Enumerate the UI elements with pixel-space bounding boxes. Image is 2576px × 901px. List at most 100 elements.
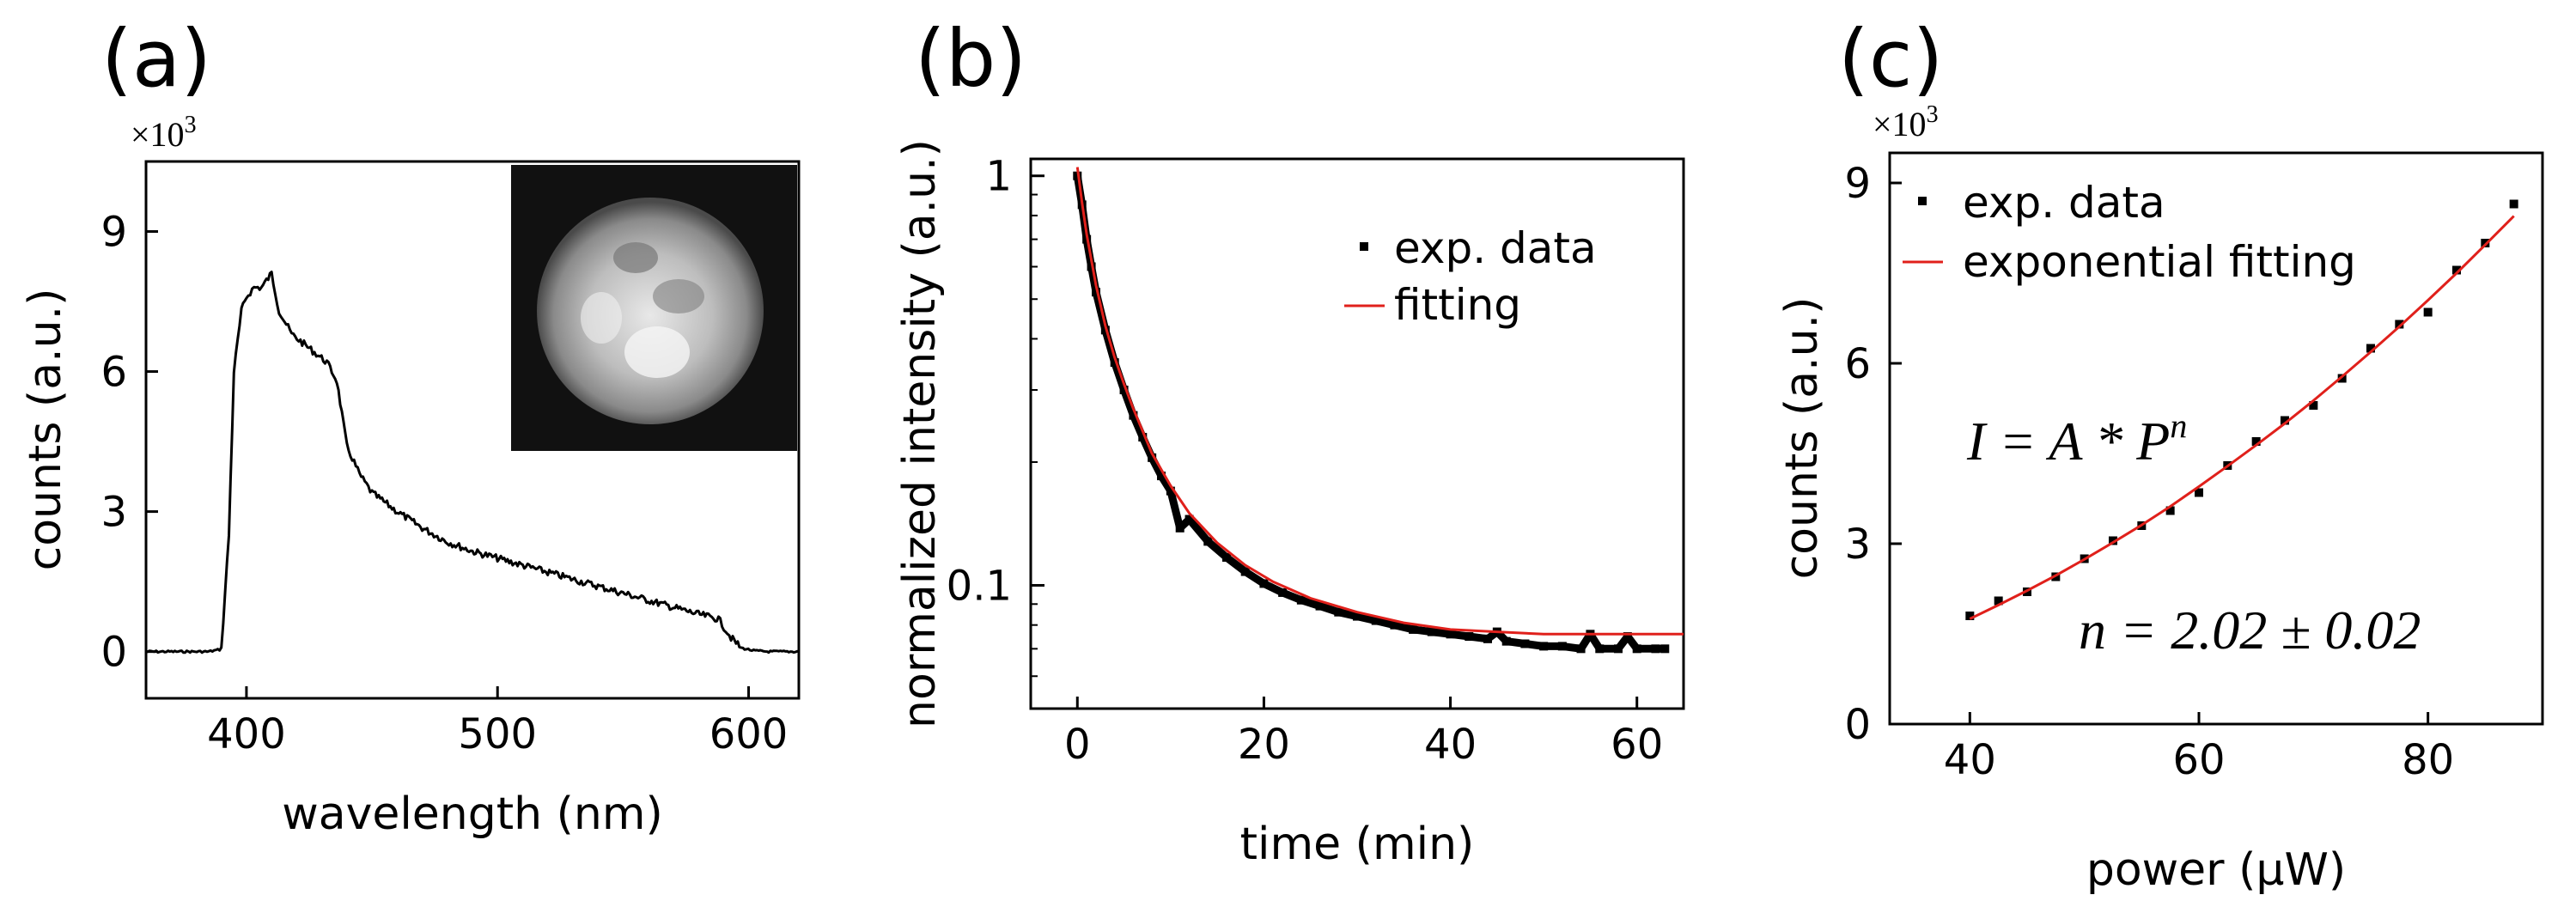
data-point bbox=[1501, 636, 1511, 646]
data-point bbox=[1110, 358, 1119, 368]
x-tick-label: 60 bbox=[1611, 721, 1663, 769]
panel-a-series bbox=[145, 271, 800, 654]
panel-c-legend-exp: exp. data bbox=[1963, 178, 2165, 228]
panel-b-label: (b) bbox=[915, 13, 1026, 105]
panel-b-ticks: 0 20 40 60 1 0.1 bbox=[947, 153, 1664, 769]
y-tick-label: 9 bbox=[1844, 160, 1871, 208]
panel-b-series bbox=[1073, 167, 1684, 654]
data-point bbox=[1595, 644, 1605, 654]
legend-marker-square bbox=[1918, 197, 1927, 205]
data-point bbox=[1557, 642, 1567, 651]
data-point bbox=[2309, 401, 2318, 410]
panel-c-frame bbox=[1888, 151, 2544, 726]
data-point bbox=[1660, 644, 1670, 654]
series-line-exponential-fitting bbox=[1969, 215, 2515, 620]
data-point bbox=[1409, 624, 1418, 634]
data-point bbox=[2509, 199, 2518, 209]
panel-a-multiplier: ×103 bbox=[131, 112, 197, 154]
data-point bbox=[2366, 344, 2375, 353]
y-tick-label: 0 bbox=[1844, 701, 1871, 749]
data-point bbox=[1520, 639, 1530, 648]
y-tick-label: 3 bbox=[100, 489, 127, 537]
data-point bbox=[1483, 634, 1492, 643]
panel-a-label: (a) bbox=[101, 13, 211, 105]
x-tick-label: 80 bbox=[2402, 736, 2454, 784]
data-point bbox=[1119, 386, 1129, 395]
data-point bbox=[1390, 620, 1399, 630]
panel-c-equation: I = A * Pn bbox=[1966, 406, 2187, 472]
x-tick-label: 40 bbox=[1424, 721, 1477, 769]
data-point bbox=[1092, 288, 1100, 297]
data-point bbox=[1539, 642, 1549, 651]
data-point bbox=[1222, 552, 1231, 562]
data-point bbox=[1353, 612, 1361, 621]
panel-c: (c) ×103 40 60 80 0 3 6 9 exp. data exponentia… bbox=[1776, 13, 2544, 896]
x-tick-label: 600 bbox=[709, 710, 789, 758]
data-point bbox=[1465, 632, 1474, 642]
data-point bbox=[1446, 630, 1455, 639]
data-point bbox=[1157, 472, 1166, 481]
data-point bbox=[2109, 536, 2117, 545]
panel-a-inset-particle bbox=[511, 165, 797, 451]
data-point bbox=[2337, 374, 2347, 383]
panel-c-legend-fit: exponential fitting bbox=[1963, 237, 2356, 287]
data-point bbox=[1427, 627, 1436, 636]
panel-c-label: (c) bbox=[1838, 13, 1943, 105]
panel-c-ylabel: counts (a.u.) bbox=[1776, 297, 1828, 580]
data-point bbox=[1175, 523, 1184, 533]
data-point bbox=[1623, 632, 1632, 642]
y-tick-label: 0 bbox=[100, 629, 127, 677]
panel-c-xlabel: power (μW) bbox=[2086, 844, 2346, 896]
data-point bbox=[1334, 607, 1343, 617]
x-tick-label: 60 bbox=[2172, 736, 2225, 784]
panel-b: (b) 0 20 40 60 1 0.1 exp. data fitting time (… bbox=[894, 13, 1685, 870]
data-point bbox=[1371, 616, 1380, 625]
panel-a: (a) ×103 400 500 600 0 3 6 9 wavelength (nm) c… bbox=[20, 13, 801, 840]
panel-a-particle-spot bbox=[613, 242, 658, 273]
y-tick-label: 3 bbox=[1844, 521, 1871, 569]
data-point bbox=[1994, 596, 2003, 606]
panel-b-ylabel: normalized intensity (a.u.) bbox=[894, 139, 946, 728]
data-point bbox=[1148, 453, 1157, 462]
data-point bbox=[1576, 644, 1586, 654]
x-tick-label: 40 bbox=[1944, 736, 1996, 784]
data-point bbox=[1203, 537, 1213, 546]
data-point bbox=[1184, 514, 1194, 524]
data-point bbox=[1315, 601, 1325, 611]
panel-a-particle-disc bbox=[537, 198, 764, 424]
legend-marker-square bbox=[1360, 242, 1368, 251]
panel-a-frame bbox=[144, 160, 801, 700]
panel-a-particle-spot bbox=[653, 279, 704, 314]
panel-c-exponent-value: n = 2.02 ± 0.02 bbox=[2079, 600, 2421, 661]
panel-b-legend: exp. data fitting bbox=[1344, 223, 1597, 330]
panel-c-series bbox=[1965, 199, 2518, 620]
data-point bbox=[2423, 307, 2433, 317]
data-point bbox=[1651, 644, 1660, 654]
data-point bbox=[2251, 437, 2261, 446]
series-line-fitting bbox=[1075, 167, 1684, 636]
data-point bbox=[2281, 416, 2289, 425]
panel-b-frame bbox=[1029, 157, 1685, 710]
data-point bbox=[1296, 595, 1306, 605]
data-point bbox=[1129, 411, 1138, 420]
y-tick-label: 6 bbox=[100, 349, 127, 397]
data-point bbox=[1614, 644, 1623, 654]
y-tick-label: 6 bbox=[1844, 340, 1871, 388]
series-line-spectrum bbox=[145, 271, 800, 654]
x-tick-label: 400 bbox=[207, 710, 286, 758]
panel-a-xlabel: wavelength (nm) bbox=[282, 788, 663, 840]
data-point bbox=[2395, 320, 2404, 329]
data-point bbox=[1138, 433, 1148, 442]
panel-c-multiplier: ×103 bbox=[1873, 101, 1939, 143]
x-tick-label: 0 bbox=[1064, 721, 1091, 769]
data-point bbox=[1166, 486, 1175, 496]
x-tick-label: 20 bbox=[1238, 721, 1290, 769]
data-point bbox=[1240, 567, 1250, 576]
panel-c-ticks: 40 60 80 0 3 6 9 bbox=[1844, 160, 2454, 784]
data-point bbox=[1965, 612, 1975, 620]
x-tick-label: 500 bbox=[458, 710, 537, 758]
y-tick-label: 9 bbox=[100, 209, 127, 257]
data-point bbox=[2452, 265, 2461, 275]
panel-b-xlabel: time (min) bbox=[1240, 819, 1475, 870]
